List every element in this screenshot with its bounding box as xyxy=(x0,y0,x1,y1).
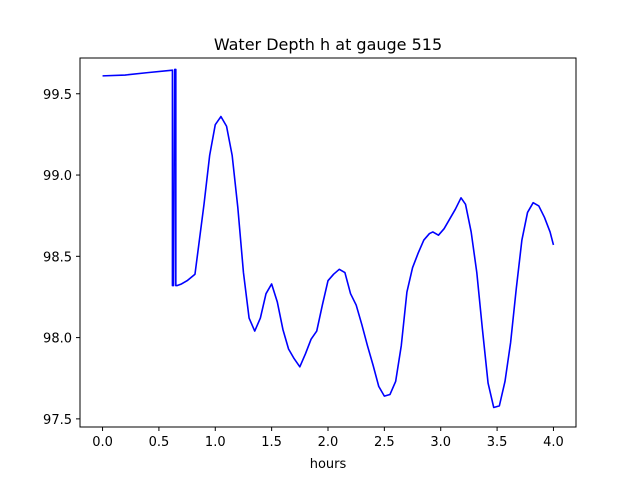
x-tick-label: 1.0 xyxy=(205,435,226,450)
x-tick-label: 2.0 xyxy=(318,435,339,450)
x-tick-label: 4.0 xyxy=(543,435,564,450)
x-tick-label: 0.0 xyxy=(92,435,113,450)
y-tick-label: 98.0 xyxy=(43,332,72,347)
x-tick-label: 3.5 xyxy=(487,435,508,450)
x-tick-label: 1.5 xyxy=(261,435,282,450)
y-tick-label: 99.5 xyxy=(43,88,72,103)
plot-area xyxy=(102,68,555,409)
y-axis: 97.5 98.0 98.5 99.0 99.5 xyxy=(43,88,80,428)
chart-title: Water Depth h at gauge 515 xyxy=(214,35,442,54)
y-tick-label: 97.5 xyxy=(43,413,72,428)
x-axis: 0.0 0.5 1.0 1.5 2.0 2.5 3.0 3.5 4.0 xyxy=(92,427,564,450)
y-tick-label: 98.5 xyxy=(43,250,72,265)
x-axis-label: hours xyxy=(310,457,347,472)
series-line-0 xyxy=(102,68,555,409)
y-tick-label: 99.0 xyxy=(43,169,72,184)
x-tick-label: 2.5 xyxy=(374,435,395,450)
x-tick-label: 0.5 xyxy=(149,435,170,450)
x-tick-label: 3.0 xyxy=(430,435,451,450)
